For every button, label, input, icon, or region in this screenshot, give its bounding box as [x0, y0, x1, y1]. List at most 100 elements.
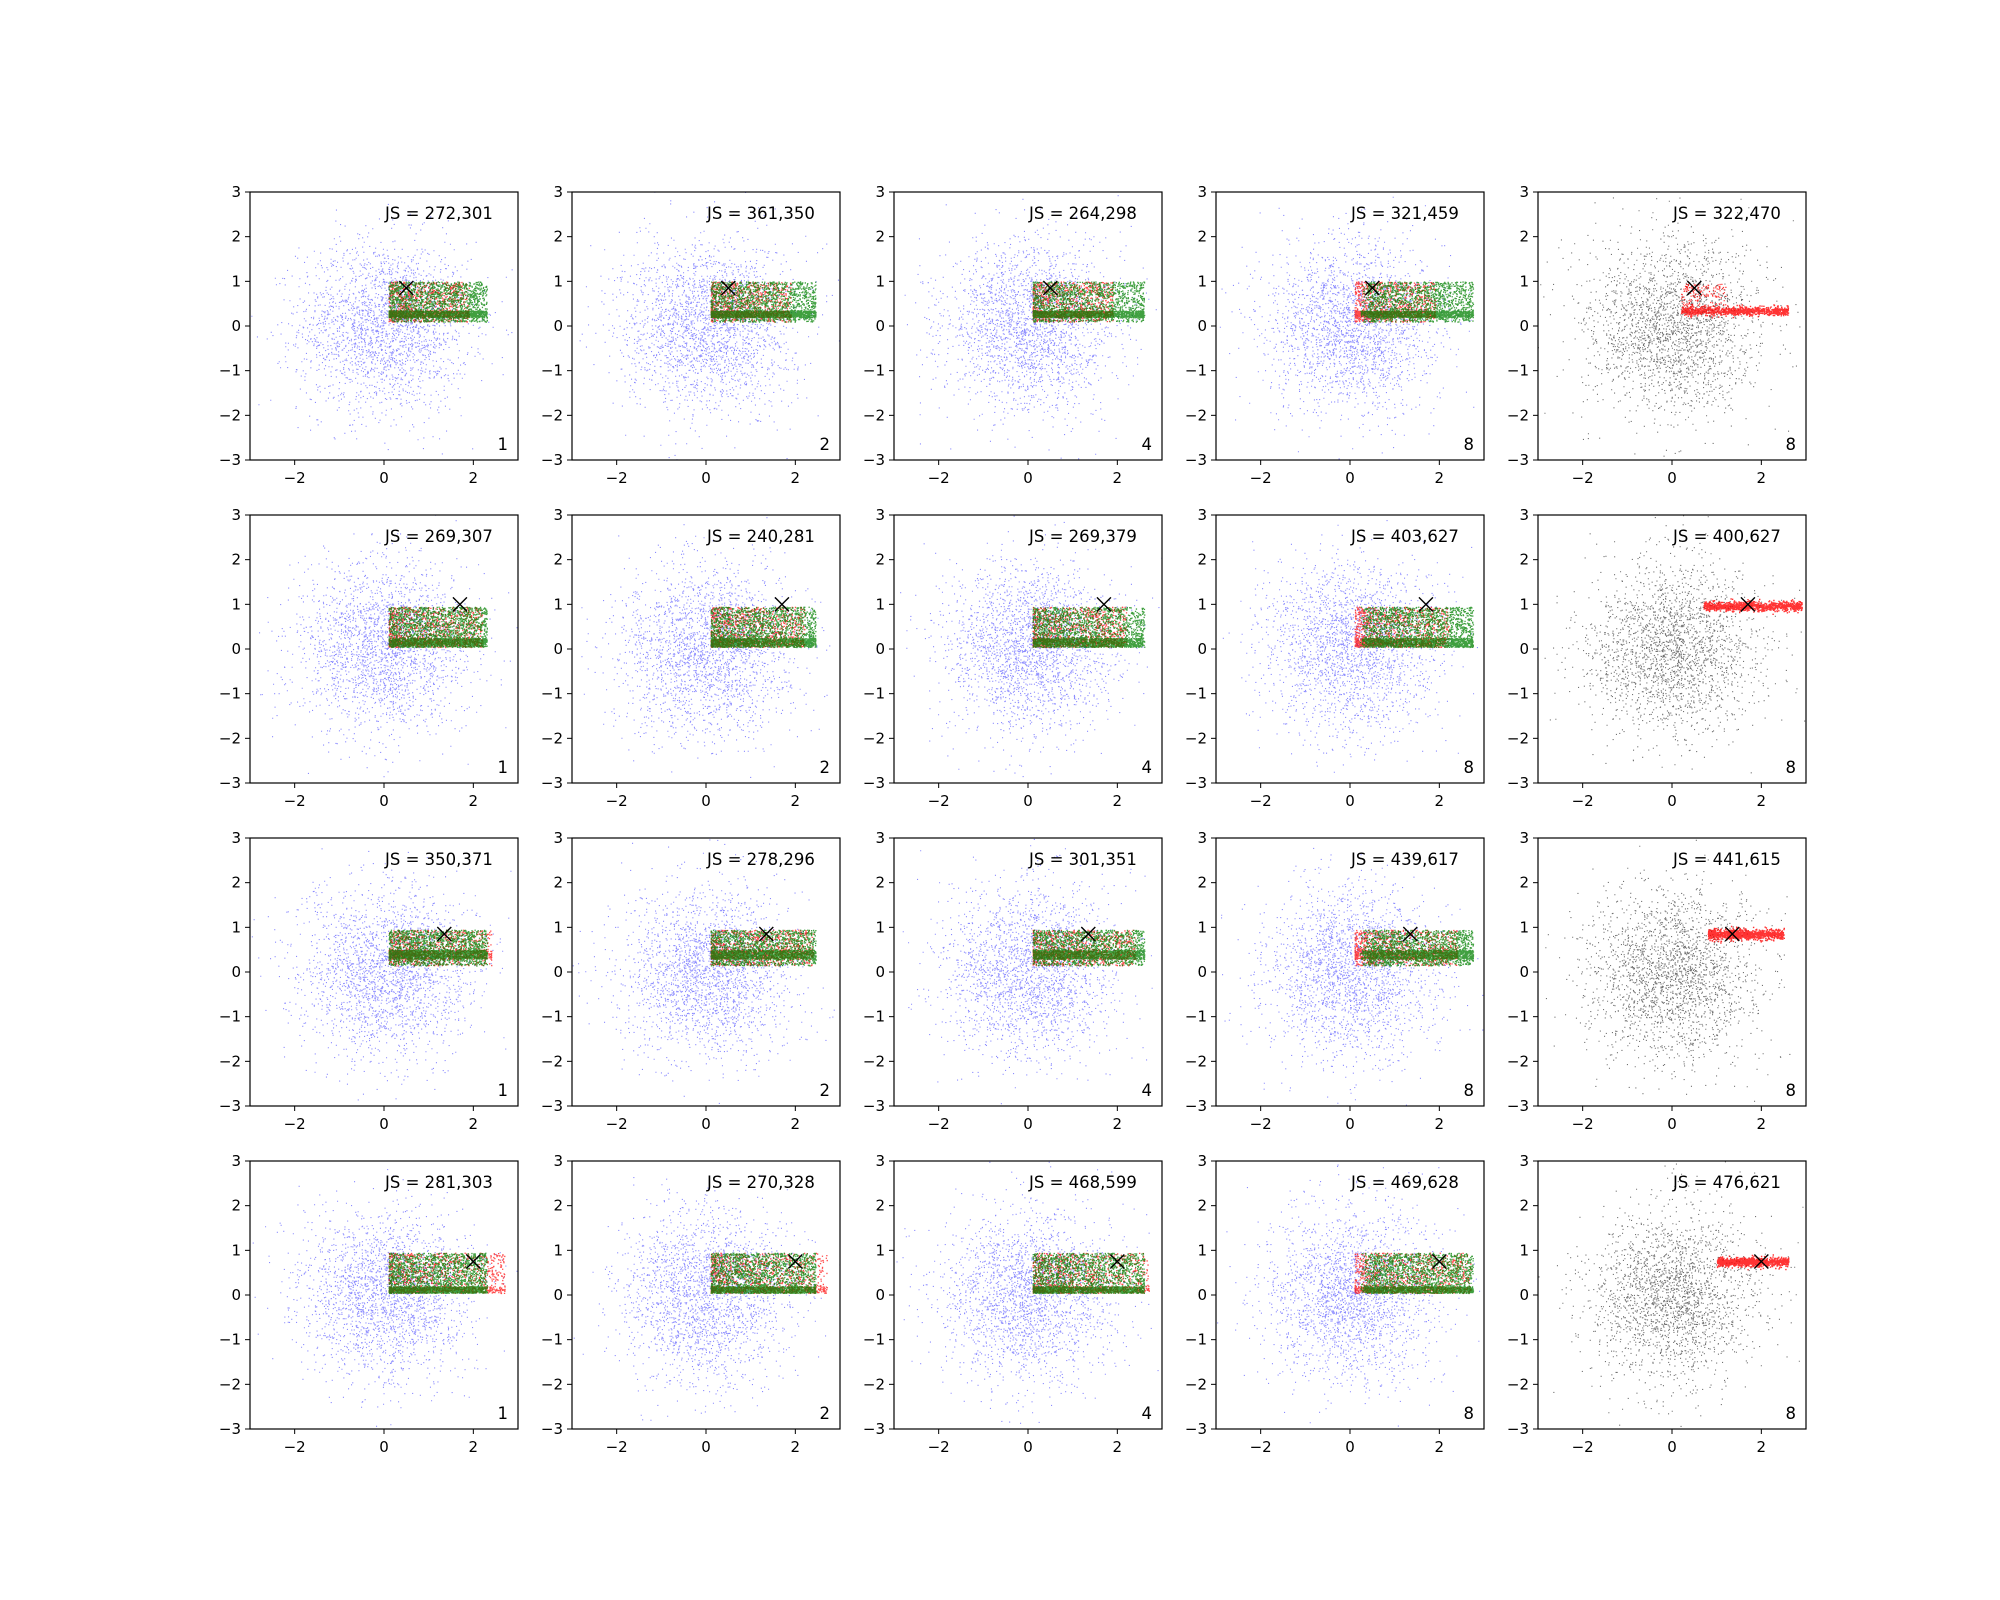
scatter-points [579, 192, 840, 460]
y-tick-label: −3 [219, 774, 241, 792]
y-tick-label: 2 [875, 228, 885, 246]
y-tick-label: 1 [875, 595, 885, 613]
y-tick-label: −1 [863, 685, 885, 703]
y-tick-label: −2 [1507, 406, 1529, 424]
y-tick-label: −1 [1185, 1331, 1207, 1349]
y-tick-label: 3 [553, 183, 563, 201]
y-tick-label: −3 [219, 451, 241, 469]
y-tick-label: 2 [1519, 1197, 1529, 1215]
scatter-points [1219, 192, 1484, 460]
y-tick-label: 2 [875, 551, 885, 569]
x-tick-label: 0 [1667, 1438, 1677, 1456]
corner-label: 8 [1786, 758, 1797, 777]
y-tick-label: 3 [1197, 506, 1207, 524]
subplot: −3 −2 −1 0 1 2 3 −2 0 2 JS = 400,627 8 [1507, 506, 1807, 810]
js-annotation: JS = 269,307 [384, 527, 493, 546]
subplot: −3 −2 −1 0 1 2 3 −2 0 2 JS = 361,350 2 [541, 183, 841, 487]
corner-label: 1 [498, 1404, 509, 1423]
y-tick-label: 1 [1197, 918, 1207, 936]
y-tick-label: 0 [1519, 317, 1529, 335]
generated-samples [1359, 606, 1475, 649]
x-tick-label: 2 [1113, 1438, 1123, 1456]
corner-label: 2 [820, 435, 831, 454]
y-tick-label: −2 [1507, 1052, 1529, 1070]
reference-marker [1740, 596, 1756, 612]
js-annotation: JS = 468,599 [1028, 1173, 1137, 1192]
y-tick-label: −1 [863, 1331, 885, 1349]
subplot: −3 −2 −1 0 1 2 3 −2 0 2 JS = 281,303 1 [219, 1152, 519, 1456]
js-annotation: JS = 264,298 [1028, 204, 1137, 223]
subplot: −3 −2 −1 0 1 2 3 −2 0 2 JS = 441,615 8 [1507, 829, 1807, 1133]
corner-label: 8 [1464, 1081, 1475, 1100]
x-tick-label: 0 [1667, 1115, 1677, 1133]
background-samples [572, 839, 835, 1104]
y-tick-label: 0 [875, 317, 885, 335]
y-tick-label: −2 [1185, 1052, 1207, 1070]
x-tick-label: 2 [1113, 1115, 1123, 1133]
y-tick-label: −1 [1507, 685, 1529, 703]
y-tick-label: −1 [1507, 362, 1529, 380]
background-samples [251, 203, 513, 455]
js-annotation: JS = 278,296 [706, 850, 815, 869]
target-samples [710, 1252, 828, 1294]
subplot: −3 −2 −1 0 1 2 3 −2 0 2 JS = 269,307 1 [219, 506, 519, 810]
corner-label: 8 [1786, 1081, 1797, 1100]
y-tick-label: 2 [1197, 551, 1207, 569]
scatter-points [250, 1169, 518, 1427]
y-tick-label: 0 [553, 317, 563, 335]
subplot: −3 −2 −1 0 1 2 3 −2 0 2 JS = 439,617 8 [1185, 829, 1485, 1133]
target-samples [1680, 283, 1790, 319]
background-samples [896, 1161, 1159, 1424]
y-tick-label: 1 [1197, 272, 1207, 290]
y-tick-label: 0 [875, 963, 885, 981]
reference-marker [1080, 926, 1096, 942]
scatter-points [1544, 515, 1806, 774]
y-tick-label: −3 [1185, 774, 1207, 792]
y-tick-label: 2 [1197, 874, 1207, 892]
x-tick-label: 0 [379, 469, 389, 487]
y-tick-label: −2 [863, 729, 885, 747]
x-tick-label: −2 [928, 1438, 950, 1456]
y-tick-label: 2 [553, 874, 563, 892]
y-tick-label: 1 [553, 272, 563, 290]
generated-samples [1032, 929, 1146, 967]
y-tick-label: 0 [553, 1286, 563, 1304]
y-tick-label: 0 [1197, 640, 1207, 658]
x-tick-label: 0 [1667, 792, 1677, 810]
js-annotation: JS = 240,281 [706, 527, 815, 546]
reference-marker [1686, 280, 1702, 296]
x-tick-label: 0 [379, 1438, 389, 1456]
y-tick-label: 3 [875, 1152, 885, 1170]
x-tick-label: 0 [1023, 1438, 1033, 1456]
x-tick-label: −2 [284, 1438, 306, 1456]
y-tick-label: 2 [1197, 228, 1207, 246]
scatter-points [894, 195, 1157, 460]
y-tick-label: −2 [541, 406, 563, 424]
y-tick-label: 0 [1519, 1286, 1529, 1304]
x-tick-label: −2 [284, 1115, 306, 1133]
corner-label: 1 [498, 435, 509, 454]
y-tick-label: 0 [553, 640, 563, 658]
y-tick-label: 2 [231, 874, 241, 892]
js-annotation: JS = 281,303 [384, 1173, 493, 1192]
reference-marker [1096, 596, 1112, 612]
y-tick-label: −3 [1185, 1420, 1207, 1438]
y-tick-label: −3 [1185, 451, 1207, 469]
y-tick-label: 3 [1519, 506, 1529, 524]
y-tick-label: 1 [231, 595, 241, 613]
x-tick-label: 2 [791, 1438, 801, 1456]
generated-samples [1360, 281, 1475, 323]
x-tick-label: −2 [606, 792, 628, 810]
subplot: −3 −2 −1 0 1 2 3 −2 0 2 JS = 264,298 4 [863, 183, 1163, 487]
y-tick-label: −3 [1507, 1420, 1529, 1438]
corner-label: 4 [1142, 1081, 1153, 1100]
subplot: −3 −2 −1 0 1 2 3 −2 0 2 JS = 272,301 1 [219, 183, 519, 487]
y-tick-label: −1 [219, 1008, 241, 1026]
y-tick-label: −2 [863, 1375, 885, 1393]
y-tick-label: −1 [1507, 1331, 1529, 1349]
x-tick-label: −2 [1250, 1438, 1272, 1456]
y-tick-label: −3 [863, 1420, 885, 1438]
y-tick-label: −3 [541, 451, 563, 469]
